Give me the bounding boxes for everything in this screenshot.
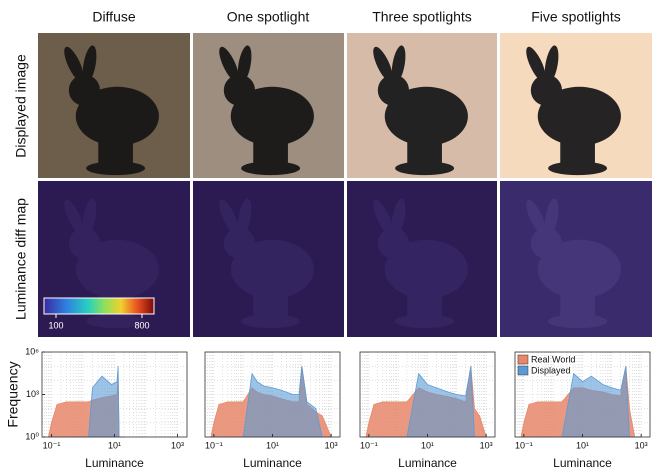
colorbar — [44, 298, 154, 314]
legend-label: Displayed — [531, 365, 571, 375]
column-title: One spotlight — [227, 9, 310, 25]
x-tick-label: 10¹ — [266, 440, 279, 450]
diff-row: 100 800 — [38, 181, 652, 337]
x-tick-label: 10⁻¹ — [360, 440, 378, 450]
photo-row — [38, 33, 652, 178]
row-label: Luminance diff map — [13, 198, 29, 320]
colorbar-label: 100 — [48, 320, 63, 330]
column-titles: Diffuse One spotlight Three spotlights F… — [92, 9, 620, 25]
y-tick-label: 10⁶ — [25, 346, 39, 356]
y-tick-label: 10³ — [26, 389, 39, 399]
column-title: Diffuse — [92, 9, 136, 25]
x-tick-label: 10³ — [480, 440, 493, 450]
x-axis-label: Luminance — [85, 456, 144, 470]
x-tick-label: 10⁻¹ — [515, 440, 533, 450]
row-label: Displayed image — [13, 54, 29, 158]
column-title: Five spotlights — [531, 9, 620, 25]
x-axis-label: Luminance — [243, 456, 302, 470]
x-axis-label: Luminance — [398, 456, 457, 470]
legend-swatch — [518, 355, 528, 364]
x-tick-label: 10³ — [635, 440, 648, 450]
x-tick-label: 10³ — [325, 440, 338, 450]
x-axis-label: Luminance — [553, 456, 612, 470]
x-tick-label: 10¹ — [421, 440, 434, 450]
x-tick-label: 10⁻¹ — [205, 440, 223, 450]
legend-swatch — [518, 366, 528, 375]
colorbar-label: 800 — [134, 320, 149, 330]
x-tick-label: 10³ — [171, 440, 184, 450]
figure: Diffuse One spotlight Three spotlights F… — [0, 0, 660, 472]
column-title: Three spotlights — [372, 9, 472, 25]
x-tick-label: 10⁻¹ — [43, 440, 61, 450]
y-axis-label: Frequency — [5, 361, 21, 427]
x-tick-label: 10¹ — [108, 440, 121, 450]
y-tick-label: 10⁰ — [25, 431, 39, 441]
legend-label: Real World — [531, 354, 575, 364]
x-tick-label: 10¹ — [576, 440, 589, 450]
